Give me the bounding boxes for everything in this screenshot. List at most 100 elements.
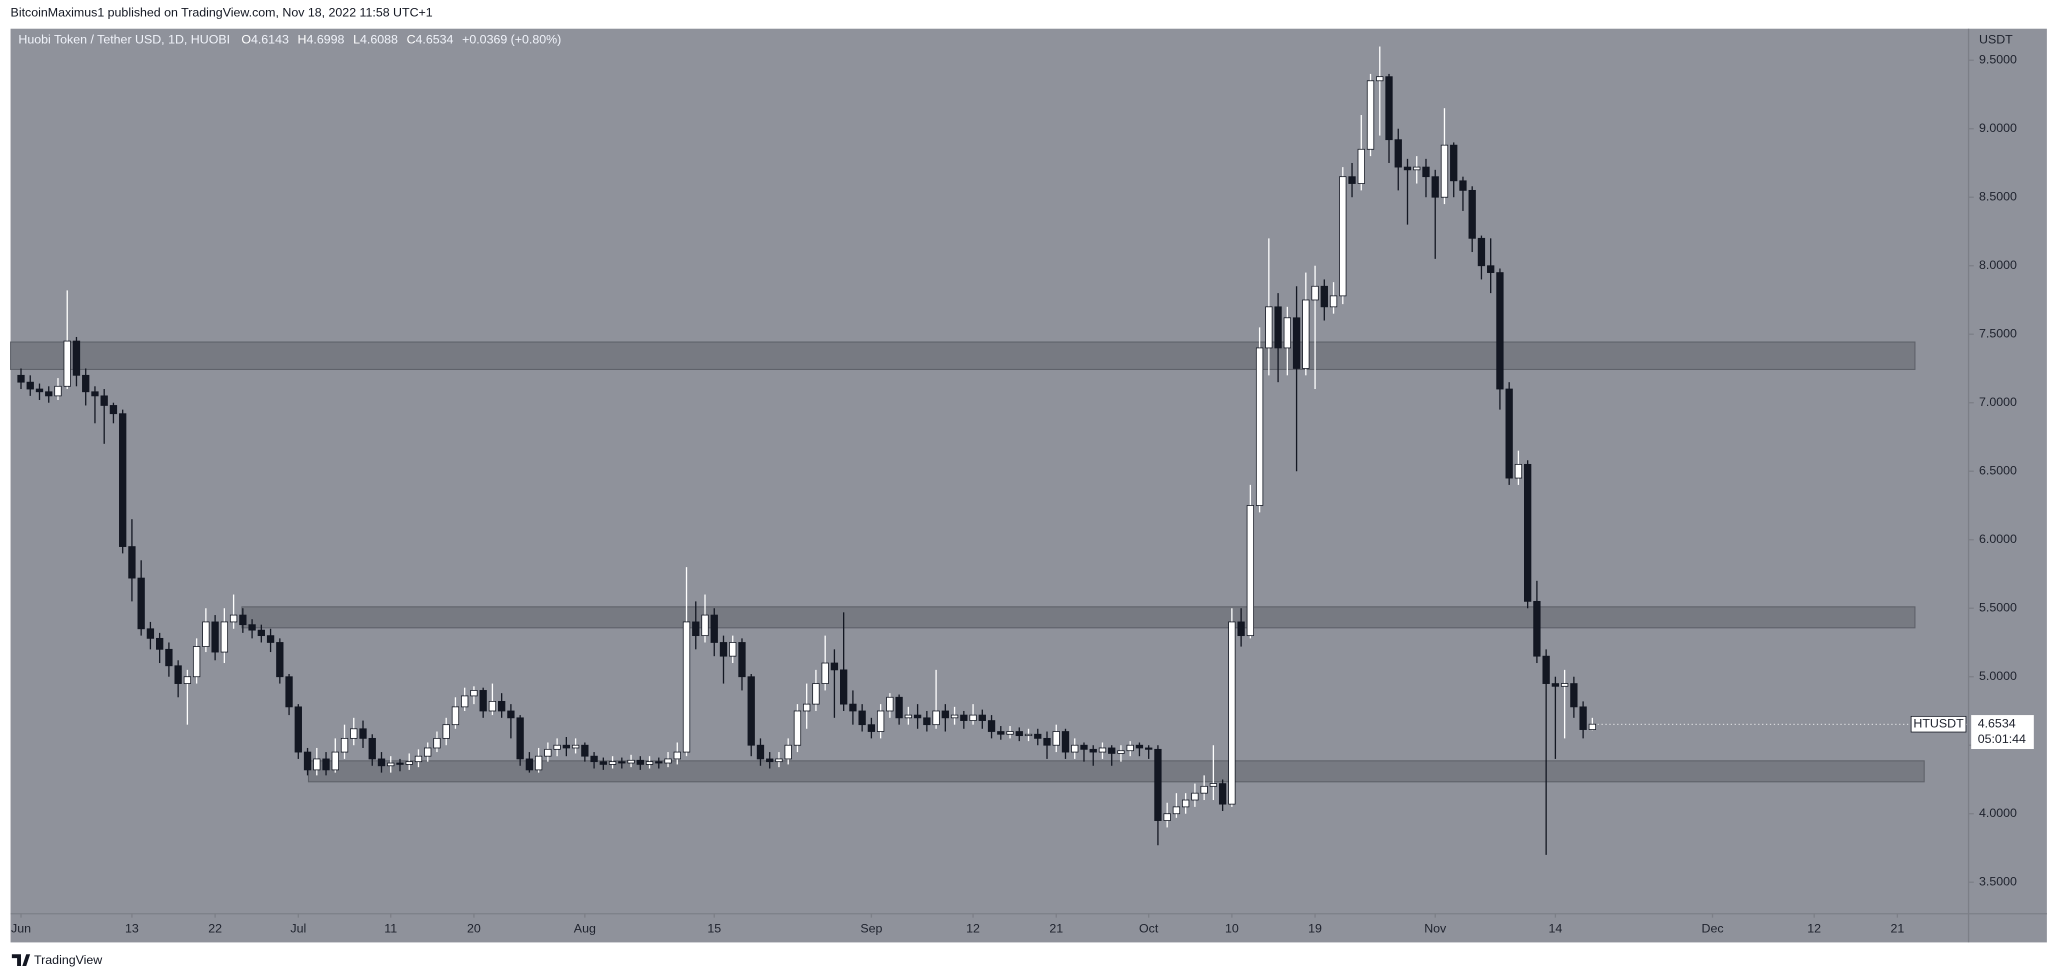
candle-body	[1024, 733, 1033, 737]
candle-body	[1329, 295, 1338, 308]
candle-body	[1246, 505, 1255, 637]
publisher-line: BitcoinMaximus1 published on TradingView…	[11, 5, 433, 19]
candle-body	[1071, 744, 1079, 753]
y-tick-label: 8.0000	[1979, 258, 2017, 272]
legend-value: 4.6143	[251, 33, 289, 47]
candle-body	[590, 755, 598, 763]
y-tick-label: 9.0000	[1979, 121, 2017, 135]
x-tick-label: 14	[1548, 922, 1562, 936]
candle-body	[710, 614, 718, 643]
candle-body	[747, 676, 755, 746]
candle-body	[303, 751, 312, 771]
candle-body	[1043, 737, 1051, 746]
candle-body	[673, 751, 681, 760]
candle-body	[803, 703, 811, 712]
candle-body	[350, 728, 358, 739]
candle-body	[322, 758, 330, 771]
x-tick-label: 13	[125, 922, 139, 936]
legend-key: L	[353, 33, 360, 47]
candle-body	[1117, 750, 1125, 754]
legend-change: +0.0369 (+0.80%)	[462, 33, 561, 47]
candle-body	[821, 662, 829, 684]
candle-body	[932, 710, 940, 726]
candle-body	[1228, 621, 1236, 805]
candle-body	[784, 744, 792, 760]
candle-body	[377, 758, 386, 767]
candle-body	[1459, 180, 1467, 191]
candle-body	[645, 761, 654, 765]
legend: Huobi Token / Tether USD, 1D, HUOBI O4.6…	[18, 33, 561, 47]
candle-body	[525, 758, 534, 771]
candle-body	[266, 635, 275, 643]
candle-body	[830, 662, 839, 671]
candle-body	[1126, 744, 1134, 752]
candle-body	[618, 761, 626, 764]
candle-body	[534, 755, 543, 771]
candle-body	[987, 720, 996, 732]
candle-body	[479, 690, 487, 712]
candle-body	[941, 710, 949, 719]
support-resistance-zone	[307, 760, 1925, 783]
y-tick-label: 9.5000	[1979, 53, 2017, 67]
candle-body	[368, 737, 376, 760]
candle-body	[396, 762, 404, 765]
candle-body	[969, 714, 977, 721]
candle-body	[1376, 76, 1384, 82]
candle-body	[1357, 148, 1365, 184]
x-tick-label: Jun	[11, 922, 31, 936]
candle-body	[507, 710, 515, 719]
candle-body	[424, 747, 432, 757]
candle-body	[174, 665, 182, 684]
legend-key: H	[298, 33, 307, 47]
candle-body	[488, 700, 497, 712]
candle-body	[1524, 463, 1532, 602]
candle-body	[1496, 272, 1504, 390]
candle-body	[461, 695, 469, 708]
legend-value: 4.6998	[307, 33, 345, 47]
candle-body	[128, 546, 136, 579]
legend-key: C	[407, 33, 416, 47]
candle-body	[442, 724, 450, 739]
x-tick-label: 10	[1225, 922, 1239, 936]
candle-body	[1394, 139, 1402, 168]
candle-body	[1145, 747, 1153, 750]
candle-body	[1560, 683, 1569, 687]
symbol-tag: HTUSDT	[1913, 716, 1964, 730]
candle-body	[1237, 621, 1245, 637]
candle-body	[1218, 783, 1227, 805]
candle-body	[1385, 76, 1393, 141]
x-tick-label: 12	[966, 922, 980, 936]
candle-body	[1579, 706, 1587, 730]
candle-body	[997, 731, 1005, 735]
candle-body	[1413, 166, 1421, 171]
y-axis-label: USDT	[1979, 33, 2013, 47]
price-tag-bg	[1971, 715, 2034, 750]
candle-body	[451, 706, 460, 726]
candle-body	[1533, 600, 1541, 657]
candle-body	[1468, 189, 1476, 239]
candle-body	[211, 621, 219, 653]
candle-body	[313, 758, 321, 771]
candle-body	[285, 676, 293, 708]
candle-body	[1542, 655, 1550, 684]
y-tick-label: 7.5000	[1979, 327, 2017, 341]
candle-body	[405, 761, 413, 765]
candle-body	[1135, 744, 1144, 749]
candle-body	[581, 744, 589, 757]
candle-body	[1440, 144, 1449, 198]
legend-value: 4.6534	[416, 33, 454, 47]
x-tick-label: Dec	[1701, 922, 1723, 936]
footer-background	[0, 942, 2047, 979]
candle-body	[664, 758, 672, 764]
candle-body	[599, 761, 607, 765]
candle-body	[331, 751, 339, 771]
candle-body	[1255, 347, 1264, 506]
candle-body	[1551, 683, 1560, 687]
x-tick-label: Aug	[574, 922, 596, 936]
candle-body	[849, 703, 857, 712]
candle-body	[1514, 463, 1523, 479]
candle-body	[978, 714, 986, 721]
candle-body	[692, 621, 700, 637]
candle-body	[1098, 747, 1107, 753]
candle-body	[192, 646, 201, 678]
